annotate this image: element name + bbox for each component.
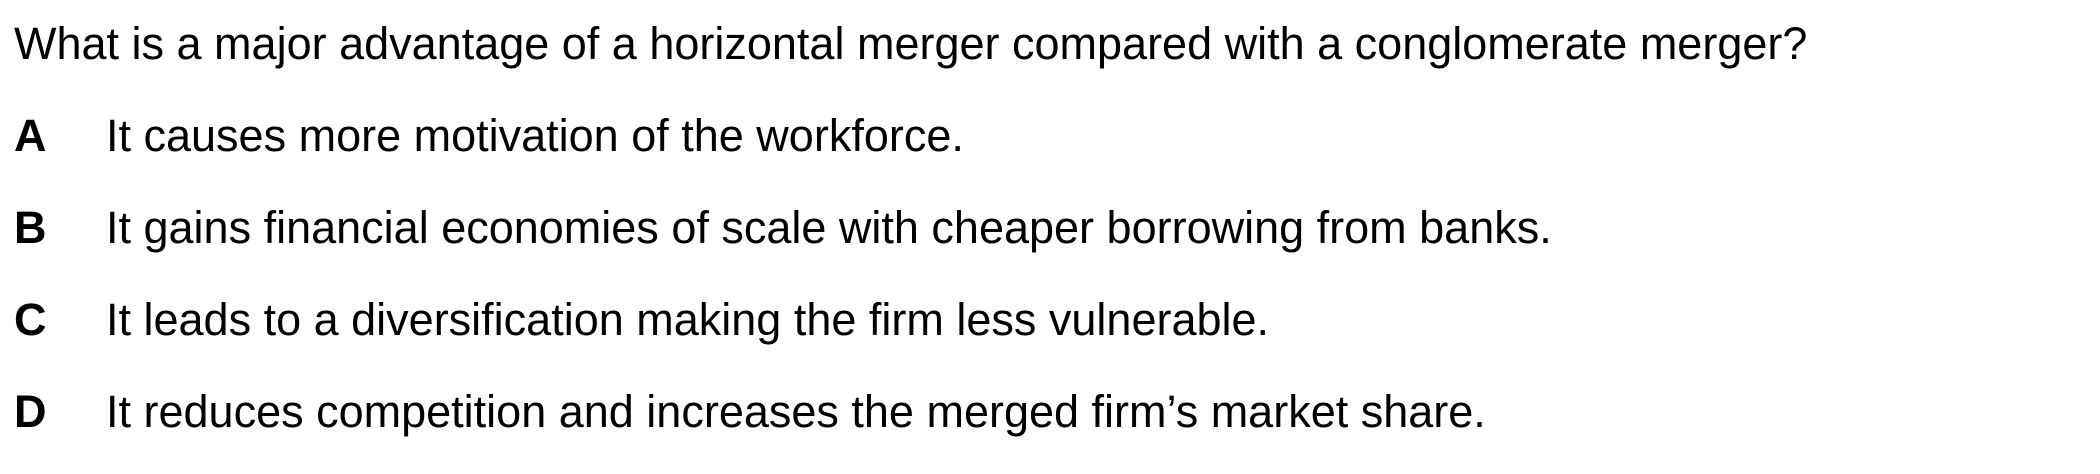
option-c: C It leads to a diversification making t… — [14, 290, 2074, 382]
option-text: It reduces competition and increases the… — [106, 386, 1486, 437]
option-letter: C — [14, 294, 47, 345]
option-letter: D — [14, 386, 47, 437]
option-a: A It causes more motivation of the workf… — [14, 106, 2074, 198]
option-text: It gains financial economies of scale wi… — [106, 202, 1552, 253]
option-text: It causes more motivation of the workfor… — [106, 110, 964, 161]
option-text: It leads to a diversification making the… — [106, 294, 1270, 345]
option-b: B It gains financial economies of scale … — [14, 198, 2074, 290]
question-stem: What is a major advantage of a horizonta… — [14, 18, 1808, 69]
answer-options: A It causes more motivation of the workf… — [14, 106, 2074, 474]
option-letter: A — [14, 110, 47, 161]
option-d: D It reduces competition and increases t… — [14, 382, 2074, 474]
option-letter: B — [14, 202, 47, 253]
